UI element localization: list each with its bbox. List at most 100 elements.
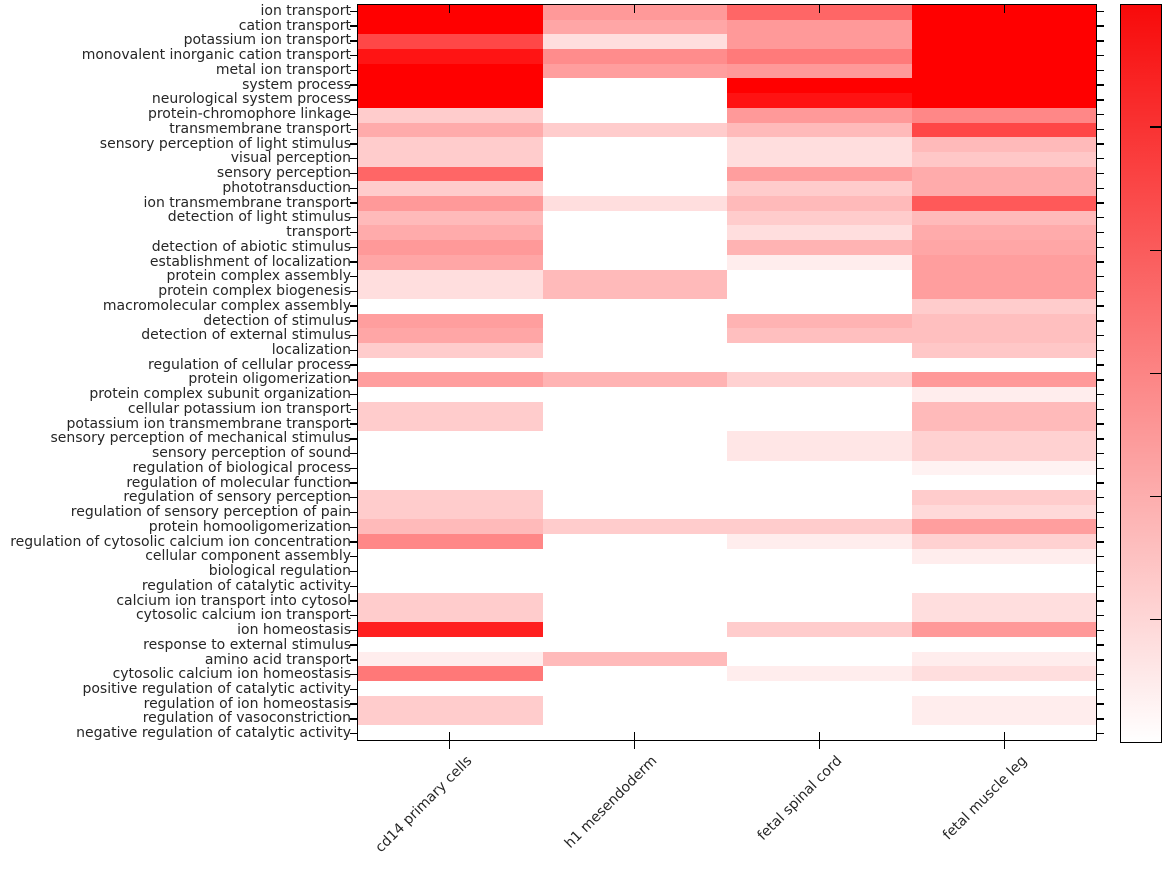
heatmap-cell (358, 63, 543, 79)
heatmap-cell (358, 240, 543, 255)
y-tick-mark (1091, 497, 1104, 499)
heatmap-cell (542, 240, 727, 255)
heatmap-cell (358, 563, 543, 579)
y-tick-mark (1091, 511, 1104, 514)
y-tick-mark (350, 217, 363, 219)
heatmap-cell (358, 695, 543, 711)
x-tick-mark-bottom (448, 732, 451, 749)
x-tick-mark-top (633, 4, 636, 13)
heatmap-cell (911, 490, 1096, 505)
heatmap-cell (911, 445, 1096, 461)
y-tick-mark (350, 600, 363, 602)
heatmap-cell (542, 416, 727, 432)
heatmap-cell (358, 328, 543, 344)
y-tick-mark (350, 69, 363, 72)
heatmap-cell (542, 563, 727, 579)
y-tick-mark (350, 10, 363, 13)
y-tick-label: ion homeostasis (237, 622, 351, 639)
heatmap-cell (542, 181, 727, 197)
heatmap-cell (911, 460, 1096, 476)
heatmap-cell (358, 93, 543, 108)
heatmap-cell (727, 19, 912, 35)
y-tick-mark (1091, 217, 1104, 219)
y-tick-mark (1091, 172, 1104, 175)
y-tick-mark (1091, 644, 1104, 646)
heatmap-cell (727, 666, 912, 682)
heatmap-cell (727, 107, 912, 123)
y-tick-mark (1091, 541, 1104, 543)
heatmap-cell (727, 416, 912, 432)
y-tick-mark (1091, 275, 1104, 278)
y-tick-mark (350, 467, 363, 469)
x-tick-mark-top (1003, 4, 1006, 13)
y-tick-label: response to external stimulus (143, 636, 351, 653)
heatmap-cell (542, 137, 727, 152)
heatmap-cell (358, 49, 543, 64)
heatmap-cell (727, 63, 912, 79)
heatmap-cell (358, 578, 543, 593)
x-tick-mark-top (448, 4, 451, 13)
heatmap-cell (911, 534, 1096, 549)
y-tick-label: cytosolic calcium ion homeostasis (112, 666, 351, 683)
heatmap-cell (542, 107, 727, 123)
heatmap-cell (358, 651, 543, 667)
heatmap-cell (542, 372, 727, 388)
y-tick-mark (1091, 673, 1104, 676)
y-tick-mark (350, 305, 363, 307)
heatmap-cell (542, 19, 727, 35)
heatmap-cell (727, 298, 912, 314)
x-tick-label: fetal muscle leg (939, 753, 1030, 844)
x-tick-label: h1 mesendoderm (561, 753, 660, 852)
heatmap-cell (542, 592, 727, 608)
y-tick-mark (350, 202, 363, 204)
y-tick-label: regulation of ion homeostasis (143, 695, 351, 712)
y-tick-label: cation transport (238, 17, 351, 34)
y-tick-label: phototransduction (222, 179, 351, 196)
heatmap-cell (358, 210, 543, 226)
y-tick-label: transport (286, 224, 351, 241)
heatmap-cell (727, 166, 912, 182)
heatmap-cell (727, 254, 912, 270)
heatmap-cell (542, 651, 727, 667)
y-tick-mark (1091, 128, 1104, 130)
heatmap-cell (727, 240, 912, 255)
y-tick-label: sensory perception (216, 165, 351, 182)
y-tick-mark (1091, 143, 1104, 145)
y-tick-label: protein homooligomerization (148, 518, 351, 535)
heatmap-cell (542, 166, 727, 182)
y-tick-mark (1091, 526, 1104, 528)
heatmap-cell (542, 387, 727, 402)
heatmap-cell (358, 445, 543, 461)
heatmap-cell (911, 592, 1096, 608)
y-tick-label: regulation of molecular function (126, 474, 351, 491)
heatmap-cell (358, 622, 543, 638)
heatmap-cell (542, 357, 727, 373)
y-tick-label: sensory perception of mechanical stimulu… (50, 430, 351, 447)
x-tick-mark-bottom (818, 732, 821, 749)
heatmap-cell (727, 490, 912, 505)
x-tick-mark-bottom (633, 732, 636, 749)
heatmap-cell (542, 431, 727, 446)
heatmap-cell (358, 534, 543, 549)
heatmap-cell (911, 548, 1096, 564)
y-tick-mark (1091, 113, 1104, 116)
heatmap-cell (727, 357, 912, 373)
y-tick-mark (350, 673, 363, 676)
heatmap-cell (727, 328, 912, 344)
y-tick-mark (1091, 467, 1104, 469)
heatmap-cell (911, 254, 1096, 270)
heatmap-cell (911, 107, 1096, 123)
y-tick-mark (350, 718, 363, 720)
heatmap-cell (727, 534, 912, 549)
heatmap-cell (542, 401, 727, 417)
y-tick-mark (350, 408, 363, 411)
y-tick-label: ion transmembrane transport (143, 194, 351, 211)
heatmap-cell (727, 445, 912, 461)
heatmap-cell (542, 196, 727, 211)
heatmap-cell (358, 401, 543, 417)
y-tick-mark (350, 84, 363, 86)
heatmap-cell (911, 681, 1096, 696)
heatmap-cell (542, 578, 727, 593)
x-tick-label: cd14 primary cells (371, 753, 475, 856)
heatmap-cell (358, 269, 543, 285)
